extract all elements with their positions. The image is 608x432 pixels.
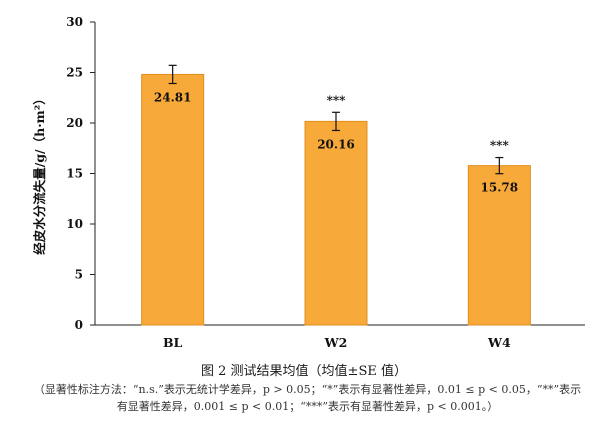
- figure-note-line-1: （显著性标注方法：“n.s.”表示无统计学差异，p > 0.05；“*”表示有显…: [33, 383, 582, 396]
- y-tick-label: 30: [66, 15, 83, 29]
- x-tick-label: W4: [487, 335, 511, 350]
- figure-caption: 图 2 测试结果均值（均值±SE 值）: [201, 364, 407, 379]
- y-tick-label: 25: [66, 66, 83, 80]
- bar-bl: [141, 73, 205, 326]
- figure-note: （显著性标注方法：“n.s.”表示无统计学差异，p > 0.05；“*”表示有显…: [20, 381, 595, 415]
- bar-value-label: 24.81: [154, 91, 192, 105]
- bar-value-label: 15.78: [481, 181, 519, 195]
- y-tick-label: 0: [75, 318, 83, 332]
- bar-w4: [467, 165, 531, 326]
- y-tick-label: 15: [66, 167, 83, 181]
- y-tick-label: 5: [75, 268, 83, 282]
- bar-chart: 0 5 10 15 20 25 30 经皮水分流失量/g/（h·m²） 24.81 BL 20.16…: [32, 15, 585, 350]
- x-tick-label: BL: [163, 335, 183, 350]
- figure-note-line-2: 有显著性差异，0.001 ≤ p < 0.01；“***”表示有显著性差异，p …: [116, 400, 499, 413]
- significance-marker: ***: [327, 93, 347, 107]
- significance-marker: ***: [490, 139, 510, 153]
- y-axis-label: 经皮水分流失量/g/（h·m²）: [32, 92, 47, 255]
- x-tick-label: W2: [324, 335, 348, 350]
- bar-value-label: 20.16: [317, 137, 355, 151]
- y-tick-label: 20: [66, 116, 83, 130]
- y-tick-label: 10: [66, 217, 83, 231]
- bar-w2: [304, 120, 368, 326]
